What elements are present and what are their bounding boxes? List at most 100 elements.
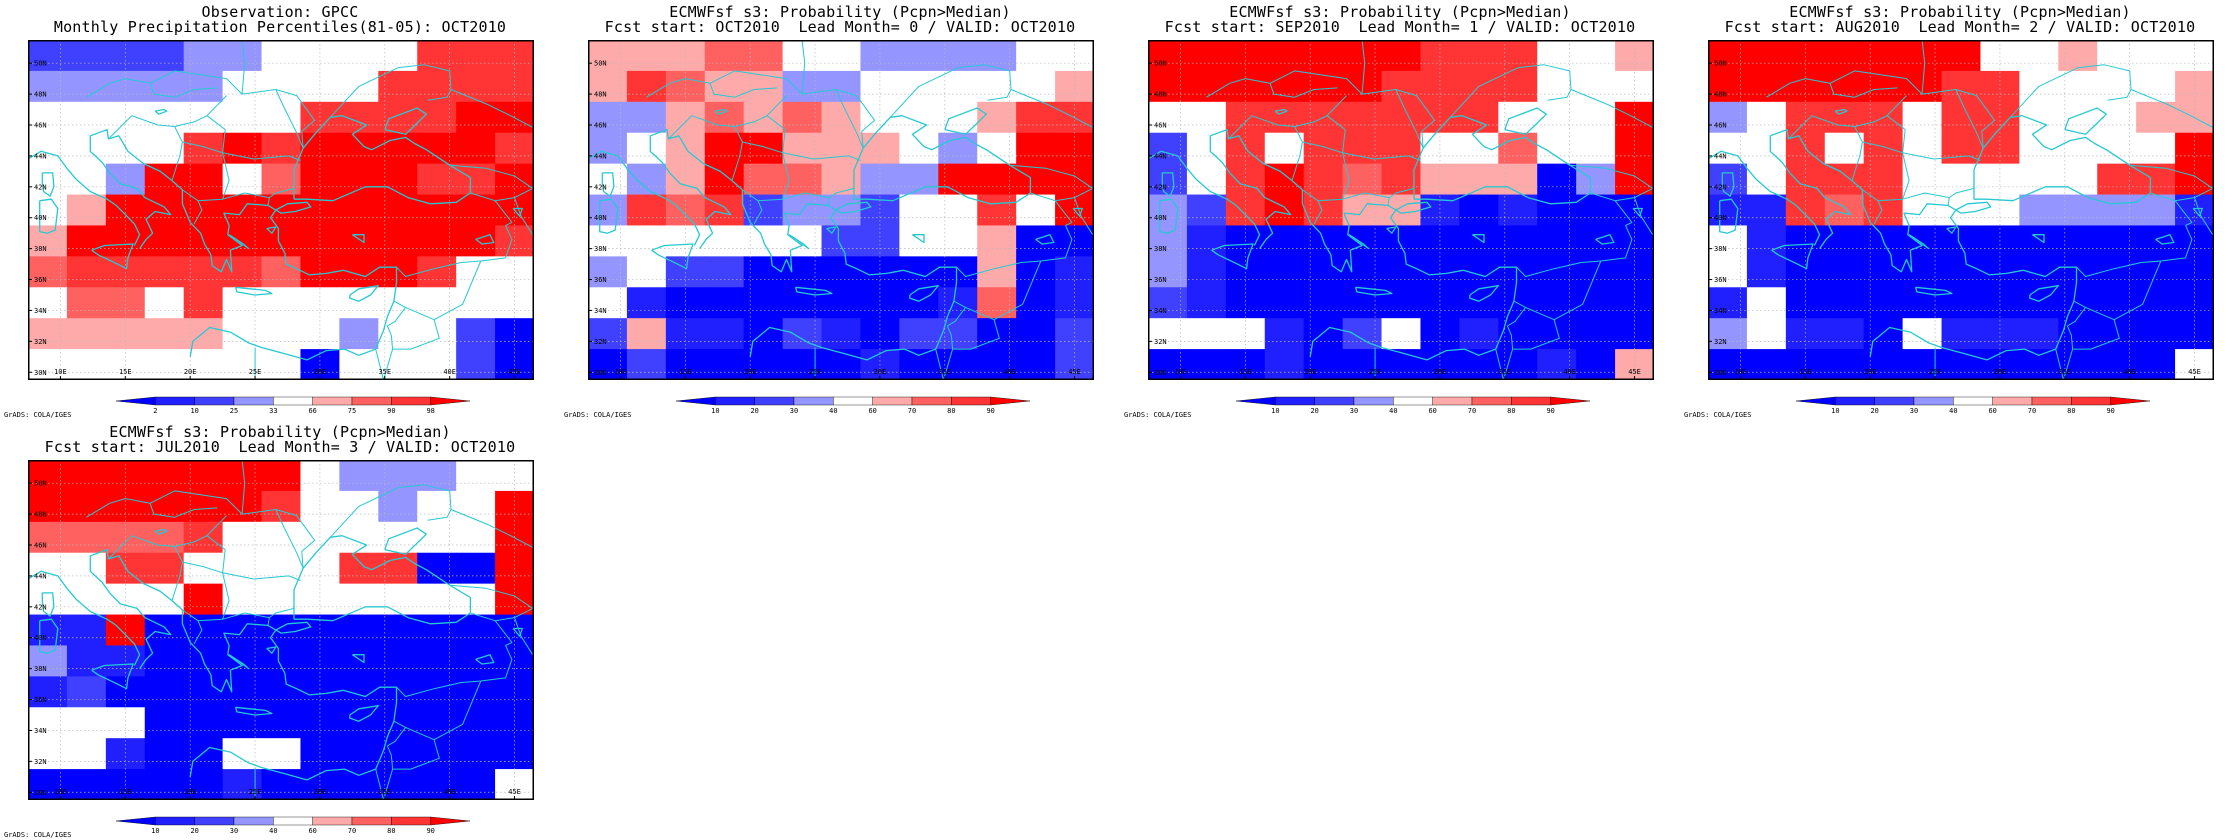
grid-cell bbox=[222, 132, 263, 165]
grid-cell bbox=[704, 132, 745, 165]
legend-label: 30 bbox=[1910, 407, 1918, 415]
grid-cell bbox=[1537, 163, 1577, 196]
grid-cell bbox=[495, 707, 534, 739]
legend-swatch bbox=[990, 396, 1031, 406]
lat-tick-label: 44N bbox=[34, 572, 47, 580]
grid-cell bbox=[588, 70, 628, 103]
lat-tick-label: 48N bbox=[1714, 91, 1727, 99]
grid-cell bbox=[1576, 101, 1616, 134]
lat-tick-label: 36N bbox=[594, 276, 607, 284]
legend-swatch bbox=[194, 816, 235, 826]
color-legend: 10 20 30 40 60 70 80 90 GrADS: COLA/IGES bbox=[564, 396, 1031, 418]
grid-cell bbox=[1303, 163, 1344, 196]
grads-credit: GrADS: COLA/IGES bbox=[1124, 411, 1191, 418]
grid-cell bbox=[261, 707, 302, 739]
lat-tick-label: 40N bbox=[34, 634, 47, 642]
grid-cell bbox=[860, 287, 900, 319]
grid-cell bbox=[1824, 40, 1865, 72]
grid-cell bbox=[66, 490, 107, 523]
grid-cell bbox=[66, 552, 107, 585]
grid-cell bbox=[261, 287, 302, 319]
grid-cell bbox=[1708, 132, 1748, 165]
grid-cell bbox=[977, 225, 1017, 257]
grid-cell bbox=[1863, 163, 1904, 196]
grid-cell bbox=[899, 40, 939, 72]
grid-cell bbox=[1264, 132, 1305, 165]
legend-label: 90 bbox=[1546, 407, 1554, 415]
map-frame bbox=[28, 40, 534, 380]
grid-cell bbox=[456, 583, 496, 616]
grads-credit: GrADS: COLA/IGES bbox=[4, 411, 71, 418]
grid-cell bbox=[1148, 287, 1188, 319]
grid-cell bbox=[938, 256, 978, 288]
grid-cell bbox=[261, 769, 302, 800]
grid-cell bbox=[1941, 318, 1982, 350]
grid-cell bbox=[1941, 287, 1982, 319]
legend-swatch bbox=[391, 396, 431, 406]
grid-cell bbox=[417, 614, 457, 647]
grid-cell bbox=[782, 132, 823, 165]
grid-cell bbox=[144, 194, 185, 227]
grid-cell bbox=[1459, 194, 1499, 227]
grid-cell bbox=[417, 738, 457, 770]
country-borders bbox=[1206, 40, 1654, 380]
grid-cell bbox=[626, 163, 667, 196]
grid-cell bbox=[743, 256, 784, 288]
grid-cell bbox=[1746, 101, 1787, 134]
legend-swatch bbox=[1795, 396, 1836, 406]
legend-swatch bbox=[1235, 396, 1276, 406]
lat-tick-label: 46N bbox=[1154, 122, 1167, 130]
grid-cell bbox=[665, 70, 706, 103]
grid-cell bbox=[339, 194, 379, 227]
map-plot: 10E 15E 20E 25E 30E 35E 40E 45E 50N 48N 46N 44N 42N 4… bbox=[1148, 40, 1654, 380]
grid-cell bbox=[1785, 287, 1826, 319]
grid-cell bbox=[183, 287, 224, 319]
legend-swatch bbox=[793, 396, 834, 406]
legend-swatch bbox=[675, 396, 716, 406]
grid-cell bbox=[183, 583, 224, 616]
grid-cell bbox=[1303, 40, 1344, 72]
grid-cell bbox=[1186, 101, 1227, 134]
grid-cell bbox=[144, 583, 185, 616]
legend-swatch bbox=[1992, 396, 2033, 406]
panel-title: ECMWFsf s3: Probability (Pcpn>Median) bbox=[109, 423, 451, 441]
grid-cell bbox=[938, 40, 978, 72]
grid-cell bbox=[1186, 256, 1227, 288]
country-borders bbox=[1766, 40, 2214, 380]
grid-cell bbox=[144, 614, 185, 647]
grid-cell bbox=[2136, 225, 2176, 257]
grid-cell bbox=[704, 287, 745, 319]
grid-cell bbox=[261, 70, 302, 103]
lon-tick-label: 35E bbox=[378, 788, 391, 796]
grid-cell bbox=[1708, 318, 1748, 350]
grid-cell bbox=[665, 287, 706, 319]
grid-cell bbox=[28, 318, 68, 350]
grid-cell bbox=[1498, 70, 1538, 103]
grid-cell bbox=[1264, 101, 1305, 134]
grid-cell bbox=[2019, 194, 2059, 227]
grid-cell bbox=[1148, 318, 1188, 350]
legend-swatch bbox=[312, 816, 353, 826]
grid-cell bbox=[144, 738, 185, 770]
legend-swatch bbox=[194, 396, 235, 406]
lat-tick-label: 38N bbox=[1154, 245, 1167, 253]
lat-tick-label: 46N bbox=[1714, 122, 1727, 130]
grid-cell bbox=[1381, 132, 1422, 165]
grid-cell bbox=[2097, 194, 2137, 227]
legend-label: 10 bbox=[1831, 407, 1839, 415]
grid-cell bbox=[339, 583, 379, 616]
lat-tick-label: 42N bbox=[34, 603, 47, 611]
coastlines bbox=[28, 107, 534, 361]
grid-cell bbox=[183, 552, 224, 585]
grid-cell bbox=[977, 194, 1017, 227]
legend-label: 60 bbox=[308, 827, 316, 835]
grid-cell bbox=[456, 490, 496, 523]
grid-cell bbox=[456, 349, 496, 380]
lon-tick-label: 25E bbox=[1929, 368, 1942, 376]
grid-cell bbox=[417, 460, 457, 492]
lat-tick-label: 44N bbox=[594, 152, 607, 160]
legend-swatch bbox=[1432, 396, 1473, 406]
lat-tick-label: 40N bbox=[1714, 214, 1727, 222]
grid-cell bbox=[378, 225, 418, 257]
grid-cell bbox=[1498, 256, 1538, 288]
